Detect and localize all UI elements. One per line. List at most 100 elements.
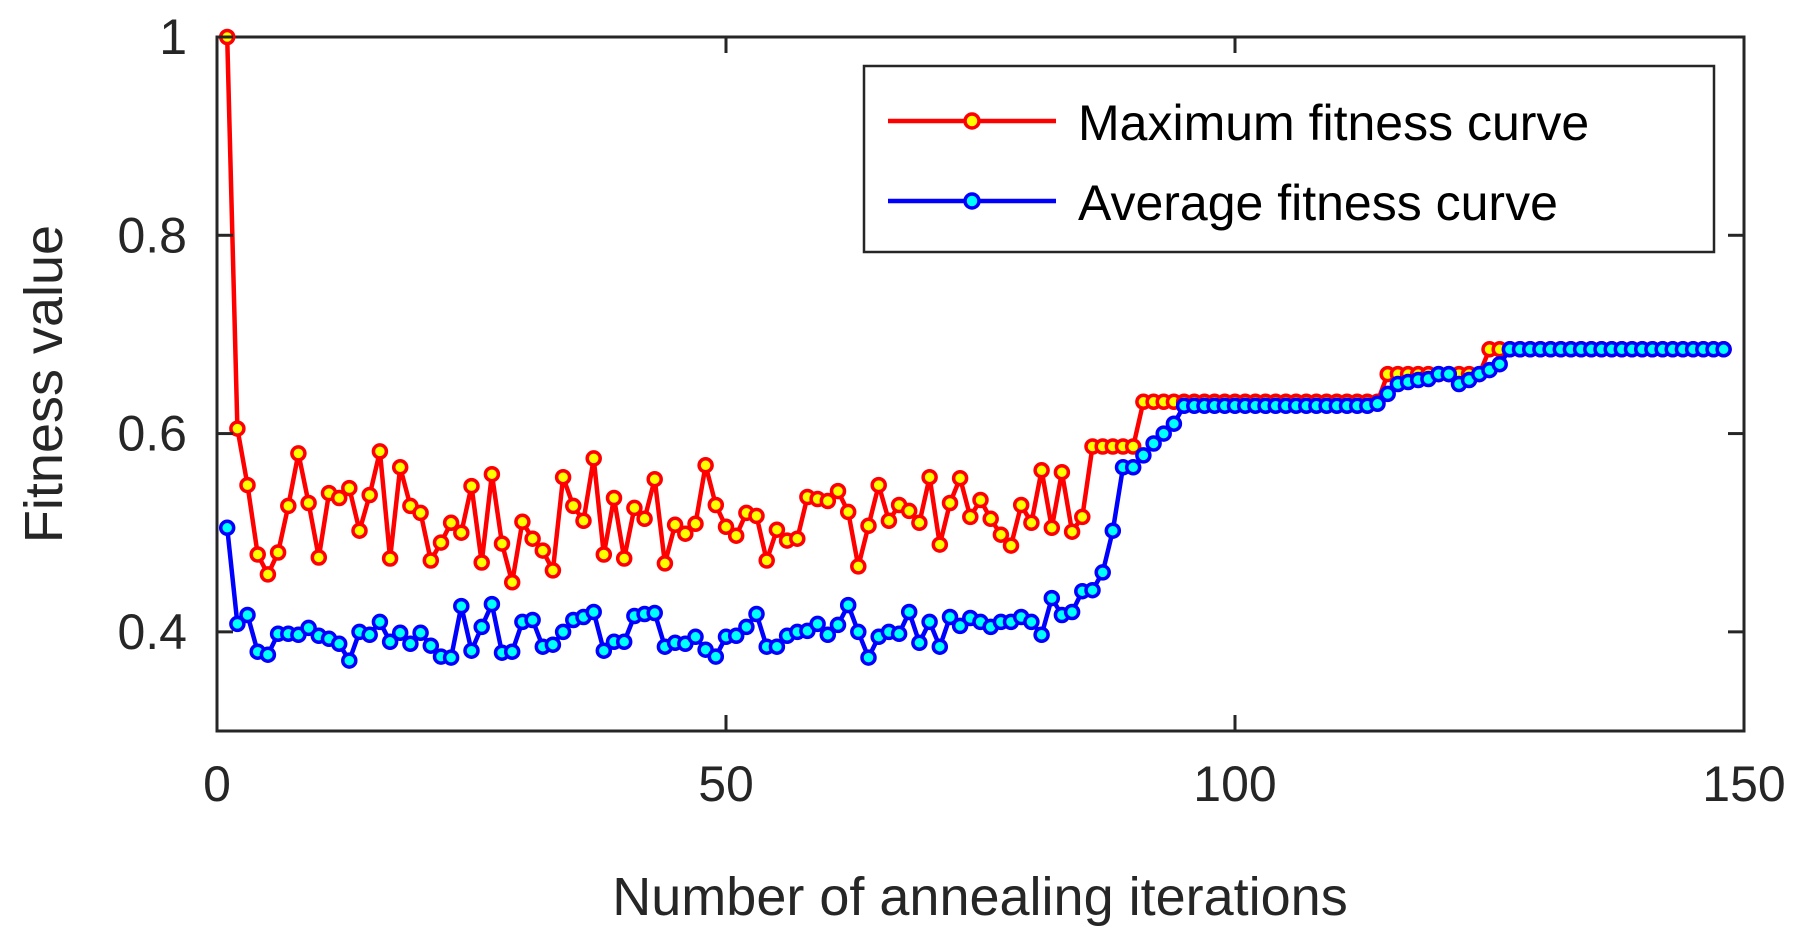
data-point-average: [911, 634, 928, 652]
data-point-average: [809, 615, 826, 633]
data-point-average: [839, 596, 857, 614]
data-point-maximum: [972, 491, 989, 509]
data-point-maximum: [1043, 519, 1061, 537]
data-point-average: [1145, 435, 1162, 452]
legend-label-maximum: Maximum fitness curve: [1078, 95, 1589, 151]
data-point-average: [585, 603, 602, 621]
data-point-maximum: [534, 542, 552, 559]
x-axis-label: Number of annealing iterations: [612, 867, 1347, 927]
data-point-average: [941, 608, 959, 626]
data-point-average: [1440, 365, 1458, 383]
data-point-maximum: [687, 515, 704, 533]
data-point-average: [1135, 447, 1152, 464]
data-point-average: [483, 595, 501, 613]
data-point-average: [1165, 415, 1183, 432]
data-point-average: [503, 643, 521, 660]
data-point-average: [229, 615, 246, 633]
data-point-average: [727, 627, 745, 645]
data-point-maximum: [300, 494, 317, 512]
data-point-maximum: [931, 536, 949, 553]
data-point-maximum: [605, 489, 623, 507]
data-point-average: [890, 625, 908, 643]
series-layer: [218, 28, 1732, 669]
data-point-maximum: [442, 514, 460, 532]
data-point-average: [1491, 355, 1508, 373]
data-point-average: [361, 626, 378, 644]
y-tick-label: 1: [159, 9, 187, 65]
data-point-average: [1094, 564, 1111, 581]
data-point-maximum: [514, 513, 531, 531]
data-point-maximum: [391, 459, 409, 476]
data-point-maximum: [330, 489, 348, 507]
data-point-average: [951, 617, 969, 635]
data-point-average: [422, 637, 440, 654]
data-point-maximum: [982, 510, 999, 528]
y-tick-label: 0.4: [117, 604, 187, 660]
data-point-maximum: [463, 477, 480, 495]
data-point-maximum: [768, 521, 786, 538]
data-point-maximum: [1002, 537, 1020, 554]
data-point-maximum: [1053, 463, 1071, 481]
data-point-average: [931, 638, 949, 655]
data-point-average: [391, 624, 409, 642]
y-axis-label: Fitness value: [14, 225, 74, 543]
data-point-maximum: [565, 497, 582, 515]
x-tick-label: 100: [1193, 756, 1276, 812]
data-point-average: [738, 618, 755, 636]
data-point-maximum: [1124, 438, 1142, 455]
data-point-maximum: [341, 479, 358, 497]
data-point-average: [748, 605, 765, 623]
data-point-average: [850, 623, 867, 641]
data-point-maximum: [717, 518, 735, 536]
data-point-maximum: [697, 457, 714, 474]
data-point-average: [900, 603, 918, 621]
data-point-maximum: [860, 517, 877, 535]
data-point-average: [646, 604, 663, 622]
data-point-average: [1104, 522, 1122, 539]
data-point-maximum: [911, 514, 928, 532]
data-point-average: [1033, 626, 1050, 644]
data-point-maximum: [229, 420, 246, 437]
ticks-layer: 0 50 100 150 0.4 0.6 0.8 1: [117, 9, 1785, 812]
data-point-maximum: [361, 486, 378, 504]
data-point-maximum: [432, 534, 450, 551]
data-point-maximum: [381, 550, 399, 567]
data-point-maximum: [524, 530, 541, 547]
data-point-maximum: [646, 470, 663, 488]
data-point-average: [687, 628, 704, 646]
data-point-average: [595, 642, 613, 659]
data-point-maximum: [707, 496, 725, 514]
data-point-maximum: [412, 504, 429, 522]
data-point-average: [829, 616, 847, 634]
data-point-average: [1379, 385, 1396, 403]
data-point-maximum: [351, 522, 368, 539]
data-point-average: [524, 611, 541, 629]
data-point-average: [371, 613, 389, 631]
x-tick-label: 0: [203, 756, 231, 812]
data-point-maximum: [371, 443, 389, 460]
data-point-average: [921, 613, 938, 631]
y-tick-label: 0.6: [117, 406, 187, 462]
data-point-average: [1063, 603, 1081, 621]
data-point-average: [1715, 341, 1732, 358]
data-point-maximum: [453, 524, 470, 541]
data-point-average: [259, 646, 277, 663]
data-point-average: [1043, 589, 1061, 607]
legend: Maximum fitness curve Average fitness cu…: [862, 64, 1716, 254]
data-point-average: [442, 649, 460, 666]
data-point-average: [330, 635, 348, 653]
data-point-maximum: [921, 468, 938, 486]
data-point-maximum: [422, 552, 440, 569]
data-point-maximum: [249, 546, 266, 563]
data-point-maximum: [951, 469, 969, 487]
data-point-average: [341, 652, 358, 669]
data-point-maximum: [595, 546, 613, 563]
data-point-maximum: [850, 558, 867, 575]
data-point-maximum: [656, 555, 674, 572]
data-point-average: [239, 606, 256, 624]
legend-entry-maximum: Maximum fitness curve: [888, 95, 1589, 151]
data-point-average: [381, 633, 399, 651]
data-point-maximum: [626, 499, 643, 517]
